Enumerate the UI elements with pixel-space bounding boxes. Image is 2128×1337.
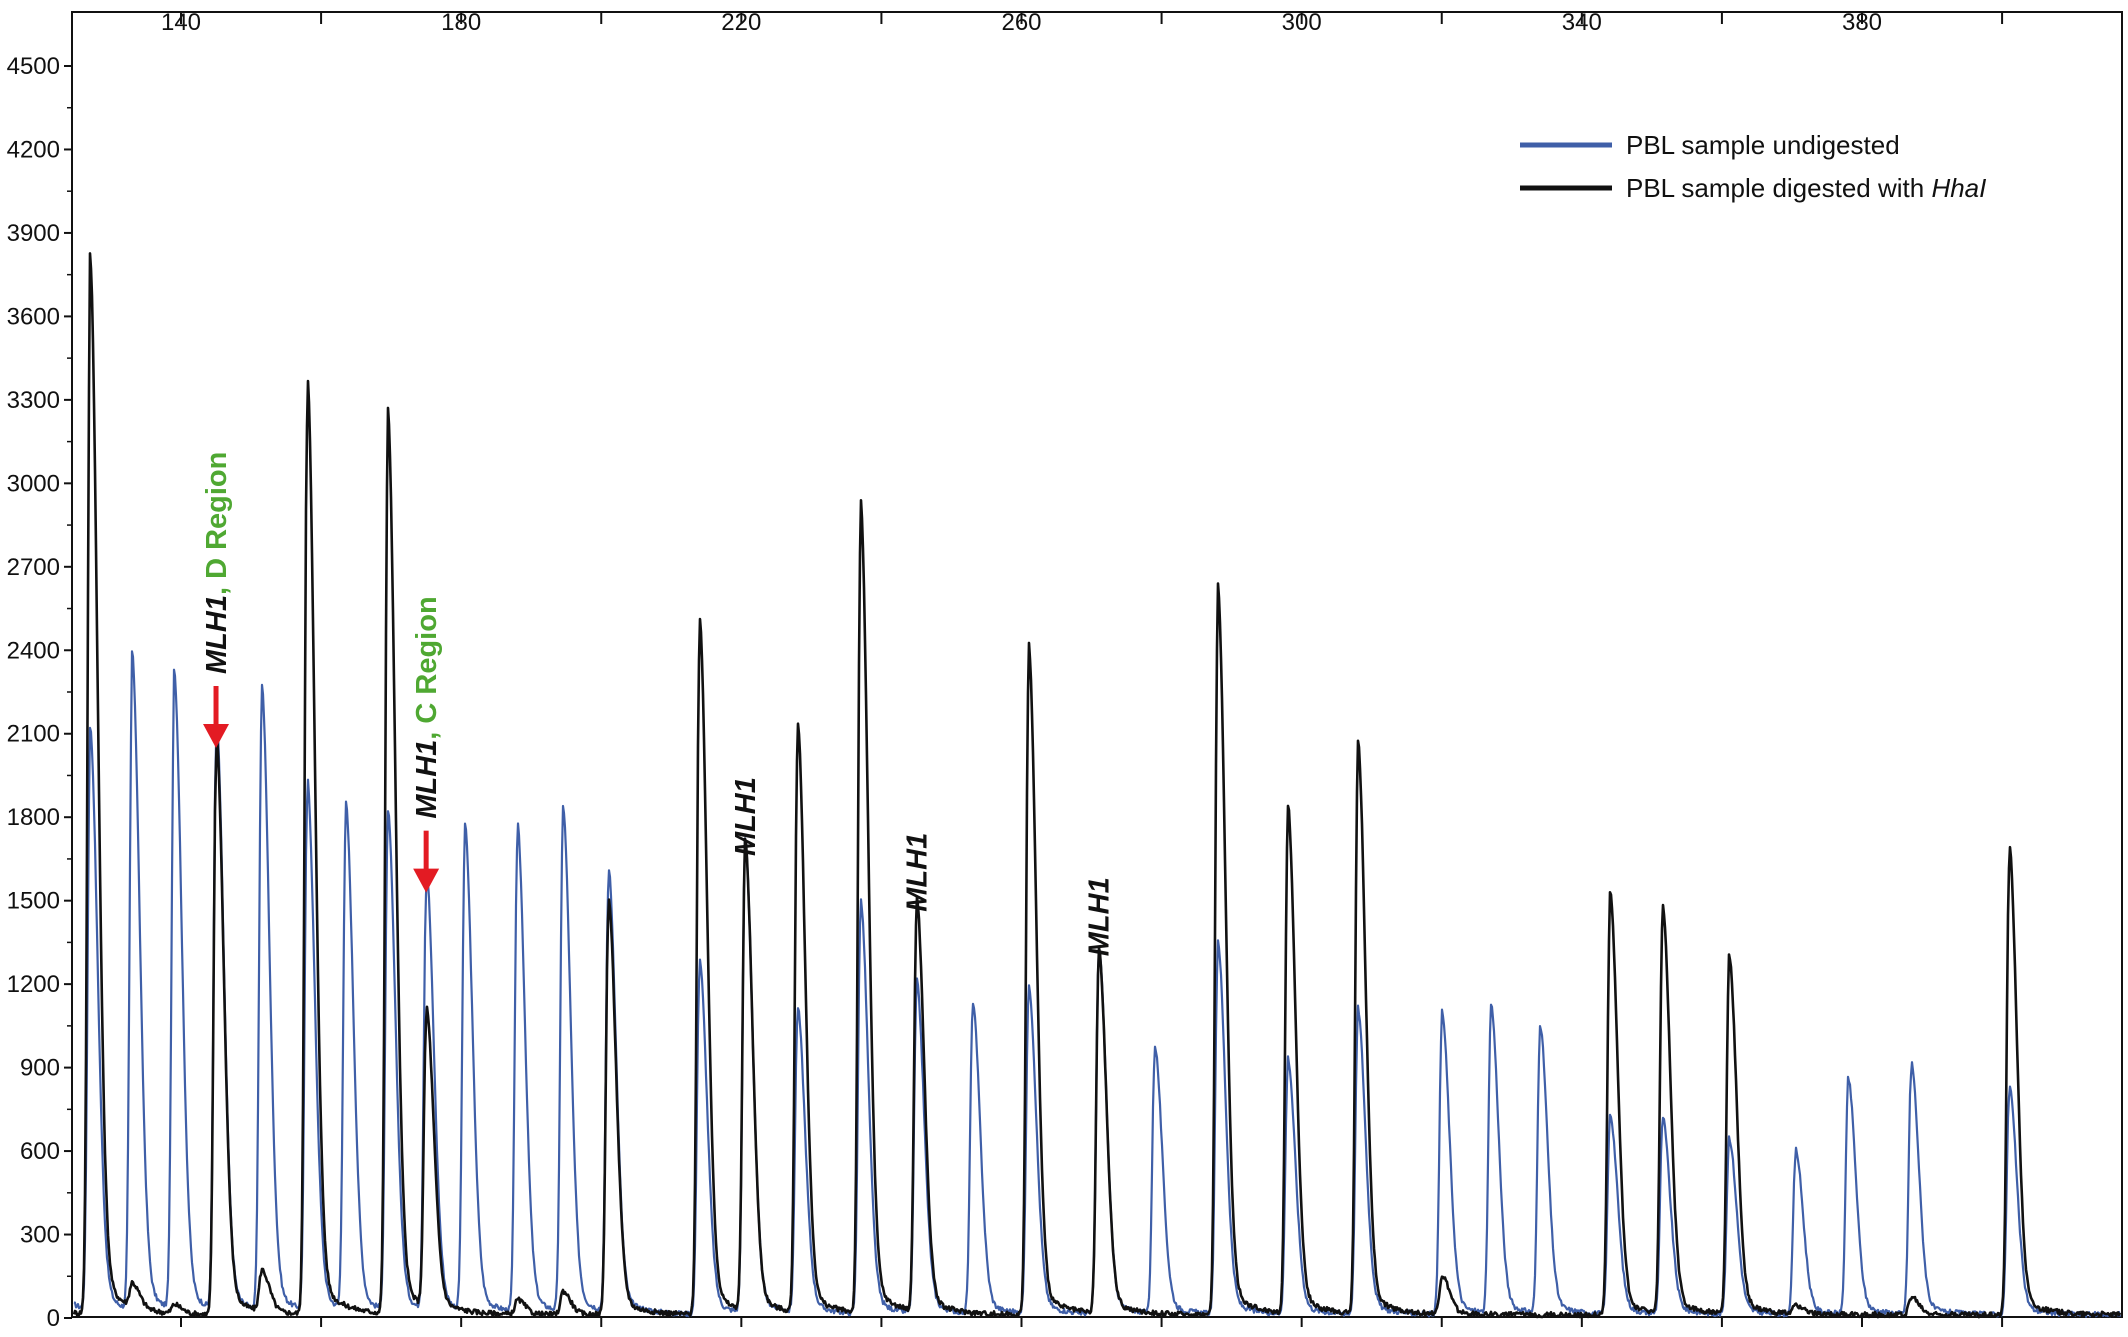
annotation-label: MLH1, D Region bbox=[201, 452, 233, 674]
y-tick-label: 300 bbox=[20, 1222, 60, 1249]
red-arrow-head bbox=[203, 723, 230, 748]
y-tick-label: 1500 bbox=[7, 888, 60, 915]
y-tick-label: 0 bbox=[47, 1305, 60, 1332]
y-tick-label: 3600 bbox=[7, 303, 60, 330]
peak-annotation: MLH1 bbox=[1084, 877, 1116, 956]
x-tick-label: 260 bbox=[1001, 9, 1041, 36]
peak-annotations: MLH1, D Region MLH1, C Region MLH1 MLH1 MLH1 bbox=[201, 452, 1116, 957]
y-tick-label: 3900 bbox=[7, 220, 60, 247]
x-tick-label: 140 bbox=[161, 9, 201, 36]
plot-frame bbox=[71, 11, 2123, 1318]
annotation-label: MLH1, C Region bbox=[411, 596, 443, 818]
red-arrow-head bbox=[413, 868, 440, 893]
y-tick-label: 4200 bbox=[7, 136, 60, 163]
y-tick-label: 3300 bbox=[7, 387, 60, 414]
peak-annotation: MLH1 bbox=[730, 777, 762, 856]
y-tick-label: 1200 bbox=[7, 971, 60, 998]
legend: PBL sample undigested PBL sample digested… bbox=[1520, 130, 1986, 203]
annotation-label: MLH1 bbox=[730, 777, 762, 856]
peak-annotation: MLH1, C Region bbox=[411, 596, 443, 893]
y-tick-label: 4500 bbox=[7, 53, 60, 80]
x-tick-label: 340 bbox=[1562, 9, 1602, 36]
peak-annotation: MLH1, D Region bbox=[201, 452, 233, 748]
annotation-label: MLH1 bbox=[901, 833, 933, 912]
y-tick-label: 600 bbox=[20, 1138, 60, 1165]
legend-label: PBL sample undigested bbox=[1626, 130, 1900, 160]
y-tick-label: 1800 bbox=[7, 804, 60, 831]
y-tick-label: 900 bbox=[20, 1055, 60, 1082]
annotation-label: MLH1 bbox=[1084, 877, 1116, 956]
series-digested-line bbox=[72, 252, 2122, 1319]
y-tick-label: 2700 bbox=[7, 554, 60, 581]
peak-annotation: MLH1 bbox=[901, 833, 933, 912]
x-tick-label: 300 bbox=[1282, 9, 1322, 36]
y-tick-label: 3000 bbox=[7, 470, 60, 497]
series-lines bbox=[72, 252, 2122, 1319]
legend-label: PBL sample digested with HhaI bbox=[1626, 173, 1986, 203]
x-tick-label: 180 bbox=[441, 9, 481, 36]
y-tick-label: 2100 bbox=[7, 721, 60, 748]
y-tick-label: 2400 bbox=[7, 637, 60, 664]
axis-ticks: 0 300 600 900 1200 1500 1800 2100 2400 2700 3000 33… bbox=[7, 9, 2004, 1332]
x-tick-label: 380 bbox=[1842, 9, 1882, 36]
x-tick-label: 220 bbox=[721, 9, 761, 36]
